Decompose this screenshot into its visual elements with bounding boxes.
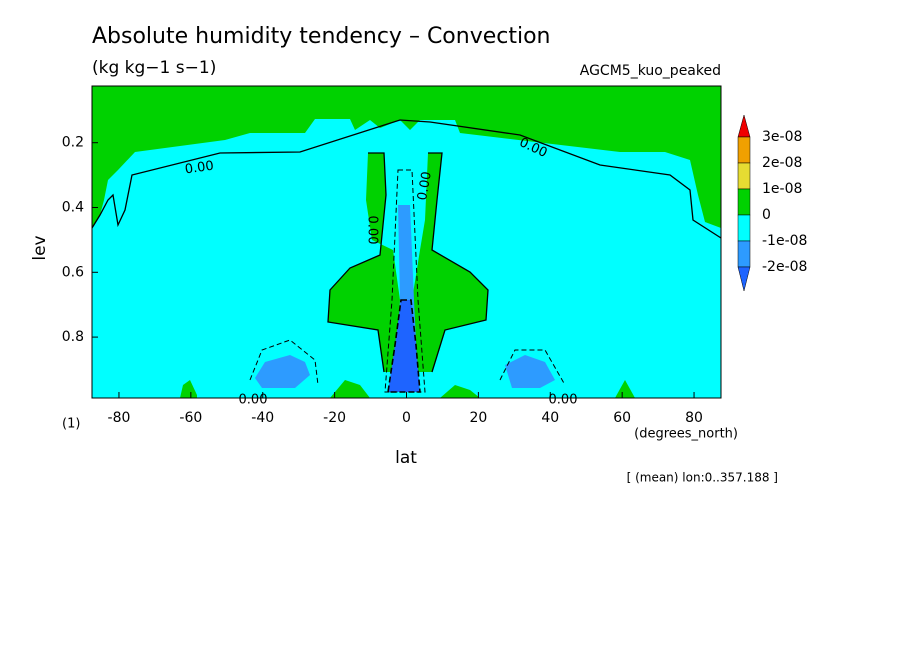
y-axis-label: lev <box>30 235 50 260</box>
footnote: [ (mean) lon:0..357.188 ] <box>627 471 778 485</box>
contour-region <box>615 380 635 398</box>
colorbar-label: 3e-08 <box>762 129 802 145</box>
colorbar-box <box>737 188 751 216</box>
contour-region <box>440 385 480 398</box>
y-tick-label: 0.2 <box>62 135 84 151</box>
colorbar-label: 1e-08 <box>762 181 802 197</box>
chart-title: Absolute humidity tendency – Convection <box>92 24 551 49</box>
x-tick-label: -80 <box>108 410 131 426</box>
contour-label: 0.00 <box>184 159 215 178</box>
contour-region <box>505 355 555 388</box>
contour-region <box>412 153 488 372</box>
x-tick-label: 0 <box>402 410 411 426</box>
y-tick-label: 0.4 <box>62 199 84 215</box>
colorbar-triangle <box>737 266 751 292</box>
x-tick-label: -20 <box>323 410 346 426</box>
contour-line <box>387 299 421 393</box>
contour-region <box>388 300 420 392</box>
model-label: AGCM5_kuo_peaked <box>580 63 721 79</box>
contour-region <box>92 86 721 228</box>
x-tick-label: 80 <box>685 410 703 426</box>
chart-subtitle: (kg kg−1 s−1) <box>92 58 216 78</box>
contour-line <box>91 119 722 239</box>
y-tick-label: 0.8 <box>62 329 84 345</box>
contour-label: 0.00 <box>365 216 380 245</box>
colorbar-label: -1e-08 <box>762 233 807 249</box>
x-tick-label: 60 <box>613 410 631 426</box>
contour-region <box>255 355 310 388</box>
contour-region <box>330 380 370 398</box>
x-tick-label: 20 <box>469 410 487 426</box>
y-tick-label: 0.6 <box>62 264 84 280</box>
x-tick-label: -40 <box>251 410 274 426</box>
x-axis-label: lat <box>395 448 417 468</box>
contour-label: 0.00 <box>239 393 268 408</box>
colorbar-label: 2e-08 <box>762 155 802 171</box>
colorbar-box <box>737 214 751 242</box>
colorbar-box <box>737 240 751 268</box>
contour-line <box>327 152 489 373</box>
colorbar-label: 0 <box>762 207 771 223</box>
colorbar-label: -2e-08 <box>762 259 807 275</box>
plot-area: 0.00 0.00 0.00 0.00 0.00 0.00 <box>91 85 722 408</box>
colorbar-box <box>737 136 751 164</box>
page-number: (1) <box>62 417 80 432</box>
x-tick-label: 40 <box>541 410 559 426</box>
contour-label: 0.00 <box>549 393 578 408</box>
colorbar-box <box>737 162 751 190</box>
contour-label: 0.00 <box>415 170 435 201</box>
contour-region <box>180 380 197 398</box>
contour-line <box>249 169 566 393</box>
x-units: (degrees_north) <box>634 427 738 442</box>
x-tick-label: -60 <box>179 410 202 426</box>
